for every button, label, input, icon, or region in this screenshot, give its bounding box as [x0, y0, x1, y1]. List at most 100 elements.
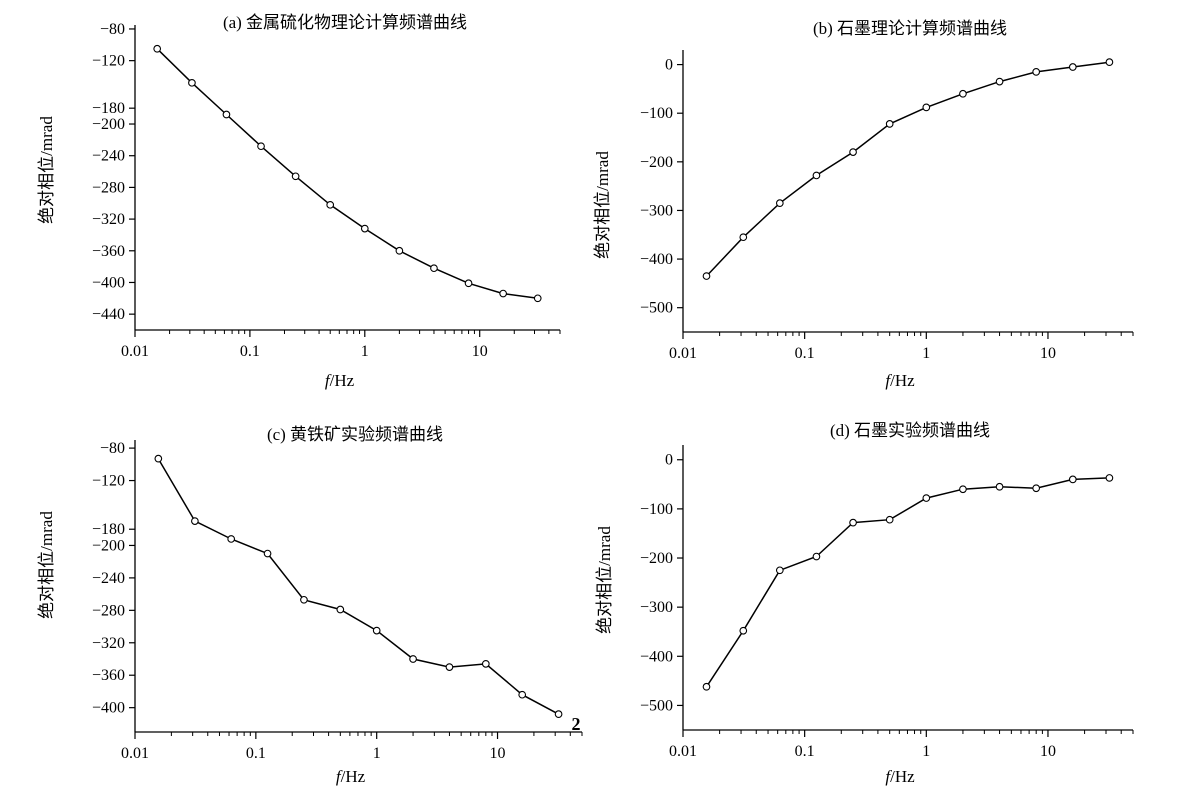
- y-tick-label: −120: [92, 473, 125, 490]
- data-point: [326, 200, 335, 209]
- data-point: [849, 518, 857, 527]
- data-point: [885, 120, 894, 128]
- data-point: [227, 535, 236, 543]
- data-point: [1032, 484, 1041, 493]
- data-point: [153, 44, 162, 53]
- y-tick-label: −80: [100, 21, 125, 38]
- data-point: [922, 103, 931, 112]
- chart-title: (a) 金属硫化物理论计算频谱曲线: [223, 13, 467, 32]
- data-point: [812, 171, 821, 180]
- chart-title: (d) 石墨实验频谱曲线: [830, 421, 990, 440]
- chart-title: (c) 黄铁矿实验频谱曲线: [267, 425, 443, 444]
- y-tick-label: −400: [640, 251, 673, 268]
- data-point: [739, 626, 748, 635]
- y-tick-label: −400: [92, 274, 125, 291]
- chart-panel-4: (d) 石墨实验频谱曲线 0 −100 −200 −300 −400 −500 0.01 0.1…: [595, 421, 1134, 786]
- y-tick-label: −500: [640, 300, 673, 317]
- x-tick-label: 0.1: [240, 343, 260, 360]
- x-axis-label-var: f: [336, 767, 343, 786]
- data-point: [409, 655, 417, 663]
- x-axis-label-unit: /Hz: [890, 371, 915, 390]
- y-tick-label: −300: [640, 202, 673, 219]
- data-point: [885, 515, 894, 524]
- data-point: [430, 264, 438, 273]
- x-tick-label: 0.1: [795, 345, 815, 362]
- data-point: [775, 199, 784, 208]
- data-point: [849, 148, 857, 156]
- series-line: [157, 458, 559, 715]
- y-tick-label: −240: [92, 570, 125, 587]
- data-point: [188, 78, 196, 87]
- x-axis-label: f/Hz: [885, 767, 915, 786]
- data-point: [222, 110, 231, 119]
- chart-title: (b) 石墨理论计算频谱曲线: [813, 19, 1007, 38]
- x-axis-label: f/Hz: [885, 371, 915, 390]
- data-point: [1032, 68, 1041, 76]
- data-point: [959, 89, 967, 98]
- y-tick-label: −320: [92, 211, 125, 228]
- data-point: [372, 626, 381, 635]
- y-tick-label: −360: [92, 243, 125, 260]
- series-line: [156, 48, 538, 300]
- y-tick-label: −180: [92, 521, 125, 538]
- data-point: [518, 690, 527, 699]
- data-point: [775, 566, 784, 575]
- data-point: [154, 454, 163, 463]
- data-point: [702, 682, 711, 691]
- data-point: [812, 552, 821, 561]
- data-point: [336, 605, 345, 614]
- y-tick-label: −360: [92, 667, 125, 684]
- data-point: [1068, 63, 1077, 71]
- data-point: [395, 246, 404, 255]
- x-tick-label: 1: [922, 743, 930, 760]
- y-tick-label: −120: [92, 53, 125, 70]
- y-tick-label: 0: [665, 57, 673, 74]
- y-tick-label: −440: [92, 306, 125, 323]
- y-tick-label: −180: [92, 100, 125, 117]
- y-tick-label: −400: [640, 648, 673, 665]
- x-axis-label-var: f: [885, 371, 892, 390]
- x-axis-label-unit: /Hz: [330, 371, 355, 390]
- x-axis-label: f/Hz: [325, 371, 355, 390]
- data-point: [499, 289, 507, 298]
- data-point: [995, 77, 1004, 86]
- y-tick-label: 0: [665, 452, 673, 469]
- y-tick-label: −80: [100, 440, 125, 457]
- y-tick-label: −200: [640, 154, 673, 171]
- data-point: [300, 595, 308, 604]
- x-axis-label-var: f: [325, 371, 332, 390]
- data-point: [257, 142, 265, 151]
- y-tick-label: −200: [92, 116, 125, 133]
- x-tick-label: 0.01: [121, 745, 149, 762]
- x-tick-label: 1: [361, 343, 369, 360]
- data-point: [554, 710, 563, 719]
- chart-panel-3: (c) 黄铁矿实验频谱曲线 −80 −120 −180−200 −240 −280 −320…: [37, 425, 583, 786]
- data-point: [191, 517, 199, 525]
- data-point: [464, 279, 473, 288]
- y-tick-label: −400: [92, 700, 125, 717]
- chart-panel-2: (b) 石墨理论计算频谱曲线 0 −100 −200 −300 −400 −500 0.01 0…: [593, 19, 1134, 390]
- data-point: [360, 224, 369, 233]
- data-point: [1105, 58, 1114, 67]
- data-point: [291, 172, 300, 181]
- y-tick-label: −200: [640, 550, 673, 567]
- x-tick-label: 0.01: [121, 343, 149, 360]
- x-tick-label: 0.1: [795, 743, 815, 760]
- y-tick-label: −320: [92, 635, 125, 652]
- x-tick-label: 10: [1040, 345, 1056, 362]
- x-tick-label: 10: [490, 745, 506, 762]
- data-point: [481, 660, 490, 668]
- x-tick-label: 1: [373, 745, 381, 762]
- x-tick-label: 10: [472, 343, 488, 360]
- data-point: [739, 233, 748, 242]
- data-point: [533, 294, 542, 303]
- x-axis-label-var: f: [885, 767, 892, 786]
- y-tick-label: −100: [640, 105, 673, 122]
- x-axis-label: f/Hz: [336, 767, 366, 786]
- data-point: [1068, 475, 1077, 484]
- series-line: [705, 477, 1110, 688]
- x-axis-label-unit: /Hz: [890, 767, 915, 786]
- series-line: [705, 61, 1110, 277]
- data-point: [702, 272, 711, 280]
- y-tick-label: −300: [640, 599, 673, 616]
